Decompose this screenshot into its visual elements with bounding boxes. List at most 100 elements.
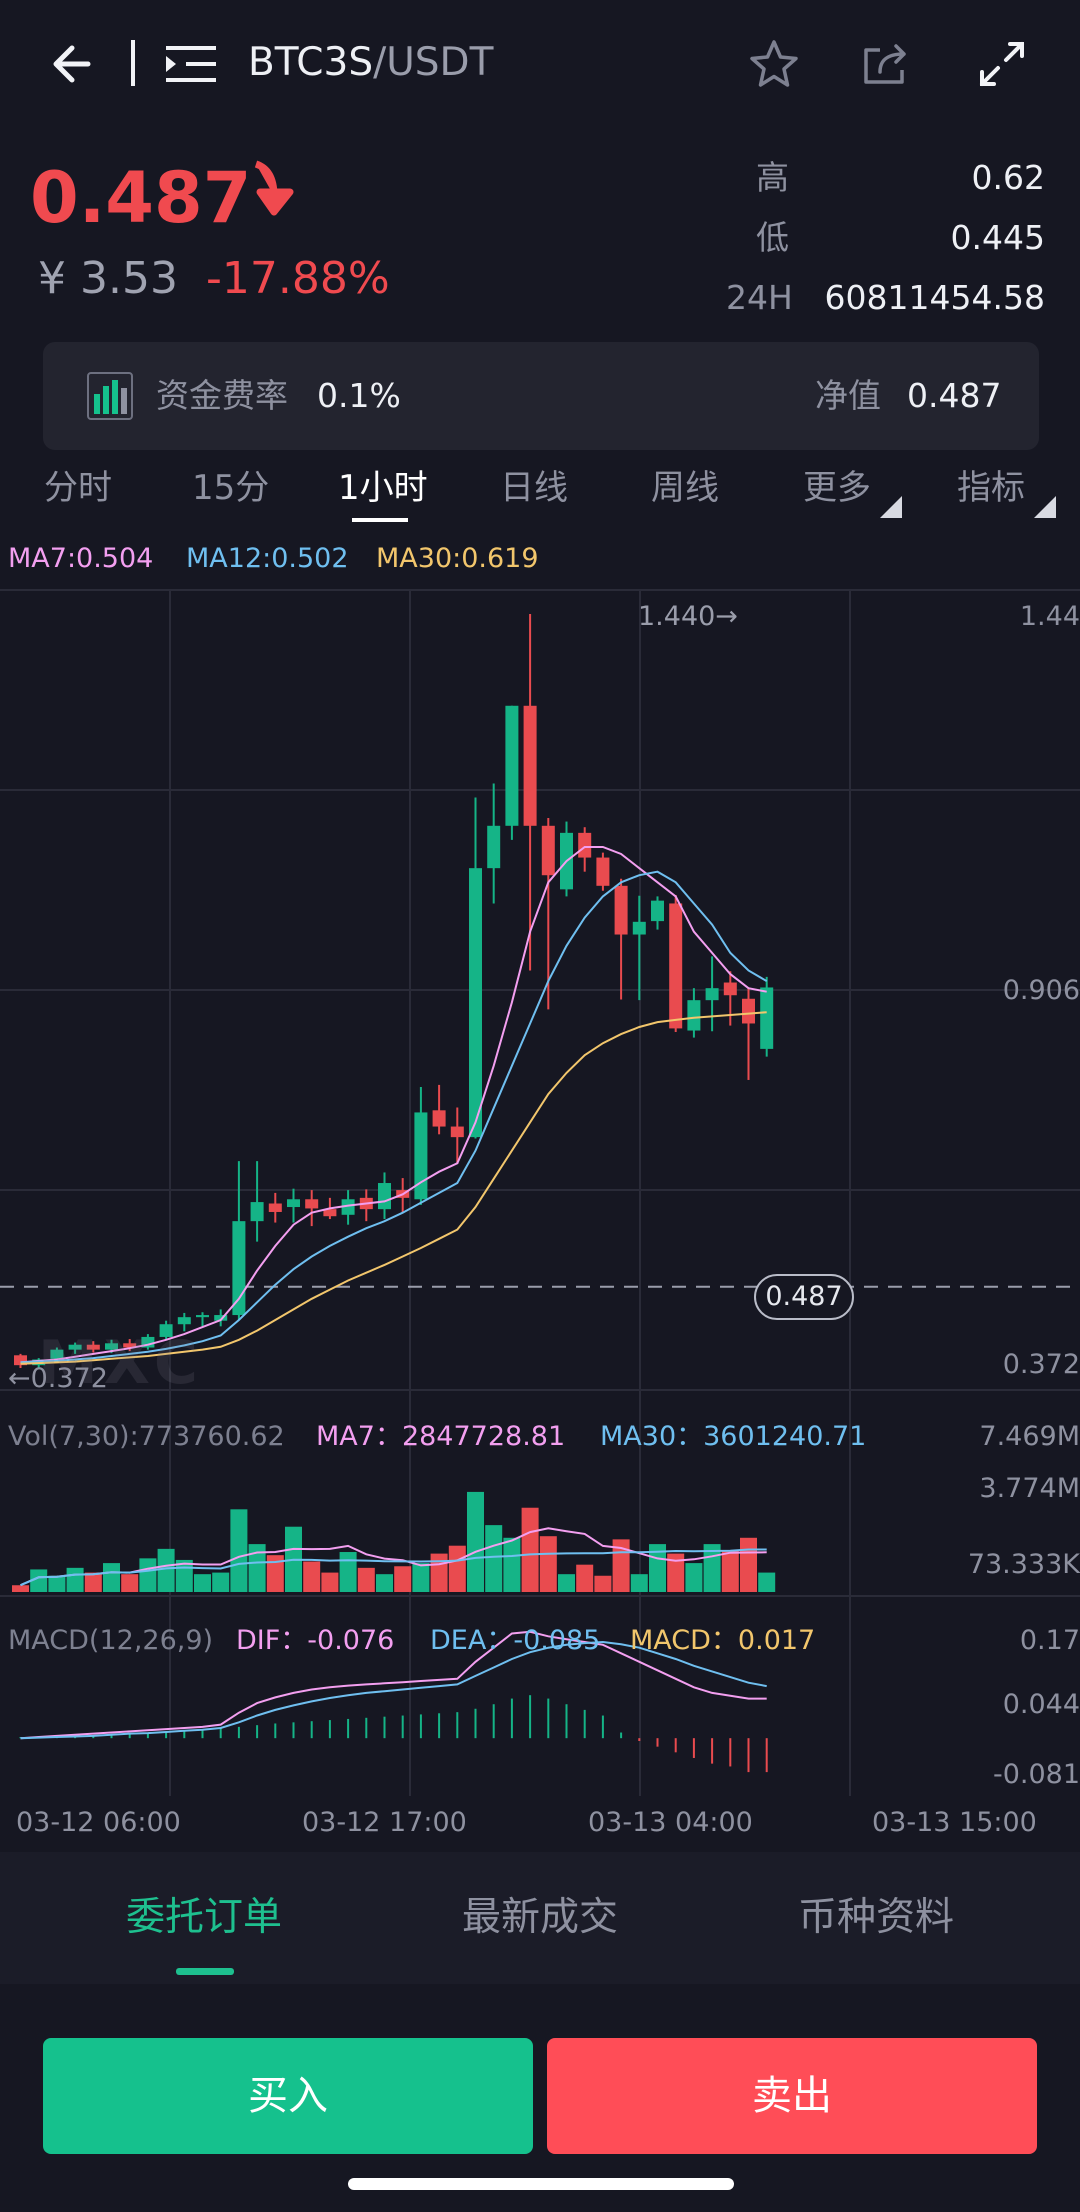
volume-bar xyxy=(230,1509,248,1592)
volume-bar xyxy=(503,1537,521,1592)
chart-canvas xyxy=(0,589,1080,1796)
volume-legend: Vol(7,30):773760.62 xyxy=(8,1421,285,1452)
candle-body xyxy=(177,1317,191,1325)
home-indicator xyxy=(348,2178,734,2190)
volume-bar xyxy=(667,1553,685,1592)
active-tab-underline xyxy=(352,518,408,522)
header-divider xyxy=(131,40,135,86)
candle-body xyxy=(596,857,610,886)
candle-body xyxy=(651,900,664,922)
volume-bar xyxy=(303,1561,321,1592)
volume-bar xyxy=(139,1558,157,1592)
menu-list-icon[interactable] xyxy=(156,28,228,100)
macd-axis-mid: 0.044 xyxy=(1002,1689,1080,1720)
macd-value-legend: MACD：0.017 xyxy=(630,1625,816,1656)
candle-body xyxy=(268,1203,282,1212)
volume-axis-top: 7.469M xyxy=(979,1421,1080,1452)
tab-indicators[interactable]: 指标 xyxy=(957,468,1025,508)
tab-daily[interactable]: 日线 xyxy=(500,468,568,508)
ma30-legend: MA30:0.619 xyxy=(376,543,539,574)
volume-bar xyxy=(430,1553,448,1592)
cny-price: ¥ 3.53 xyxy=(38,253,178,304)
volume-bar xyxy=(48,1575,66,1592)
high-value: 0.62 xyxy=(971,158,1045,197)
candle-body xyxy=(760,987,774,1049)
tab-1hour[interactable]: 1小时 xyxy=(338,468,428,508)
volume-bar xyxy=(248,1544,266,1592)
candle-body xyxy=(469,868,482,1138)
candle-body xyxy=(50,1349,64,1359)
low-value: 0.445 xyxy=(950,218,1045,257)
candle-body xyxy=(250,1202,264,1222)
pair-base: BTC3S xyxy=(248,40,374,85)
tab-coin-info[interactable]: 币种资料 xyxy=(798,1895,955,1940)
volume-bar xyxy=(30,1569,48,1592)
volume-bar xyxy=(103,1563,120,1592)
volume-bar xyxy=(84,1572,102,1592)
candle-body xyxy=(86,1344,100,1350)
ma30-line xyxy=(20,1011,767,1365)
volume-bar xyxy=(685,1563,703,1592)
ma7-line xyxy=(20,846,767,1364)
volume-bar xyxy=(576,1564,594,1592)
dif-legend: DIF：-0.076 xyxy=(236,1625,395,1656)
share-icon[interactable] xyxy=(850,28,922,100)
volume-bar xyxy=(357,1567,375,1592)
volume-bar xyxy=(485,1525,503,1592)
candle-body xyxy=(487,825,501,869)
candle-body xyxy=(305,1199,319,1209)
candle-body xyxy=(414,1112,428,1200)
candle-body xyxy=(378,1183,391,1210)
watermark-logo: MXC xyxy=(38,1328,204,1398)
volume-ma30-line xyxy=(20,1548,767,1587)
time-label: 03-12 17:00 xyxy=(302,1807,467,1838)
price-axis-low: 0.372 xyxy=(1002,1349,1080,1380)
candle-body xyxy=(68,1344,82,1350)
tab-latest-trades[interactable]: 最新成交 xyxy=(462,1895,619,1940)
current-price-tag: 0.487 xyxy=(754,1274,854,1320)
candle-body xyxy=(450,1126,464,1138)
sell-button[interactable]: 卖出 xyxy=(547,2038,1037,2154)
volume-bar xyxy=(448,1545,466,1592)
back-arrow-icon[interactable] xyxy=(40,28,112,100)
candle-body xyxy=(432,1110,446,1127)
tab-time-share[interactable]: 分时 xyxy=(44,468,112,508)
fullscreen-icon[interactable] xyxy=(966,28,1038,100)
volume-bar xyxy=(212,1572,230,1592)
buy-button[interactable]: 买入 xyxy=(43,2038,533,2154)
candle-body xyxy=(341,1199,355,1215)
volume-bar xyxy=(721,1550,739,1592)
trading-pair[interactable]: BTC3S/USDT xyxy=(248,38,493,88)
volume-axis-mid: 3.774M xyxy=(979,1473,1080,1504)
kline-chart[interactable]: MA7:0.504 MA12:0.502 MA30:0.619 1.440→ 1… xyxy=(0,530,1080,1848)
volume-bar xyxy=(321,1572,339,1592)
tab-15min[interactable]: 15分 xyxy=(192,468,270,508)
ma12-legend: MA12:0.502 xyxy=(186,543,349,574)
volume-bar xyxy=(558,1574,575,1592)
candle-body xyxy=(323,1209,337,1217)
candle-body xyxy=(632,921,646,935)
funding-rate-value: 0.1% xyxy=(317,376,401,415)
volume-bar xyxy=(194,1574,211,1592)
volume-axis-low: 73.333K xyxy=(967,1549,1080,1580)
volume-24h-value: 60811454.58 xyxy=(824,278,1045,317)
dropdown-corner-icon xyxy=(880,496,902,518)
top-bar: BTC3S/USDT xyxy=(0,0,1080,130)
time-label: 03-13 04:00 xyxy=(588,1807,753,1838)
price-axis-top: 1.44 xyxy=(1019,601,1080,632)
dea-line xyxy=(20,1640,767,1740)
candle-body xyxy=(742,998,755,1024)
volume-bar xyxy=(758,1572,776,1592)
low-marker: ←0.372 xyxy=(8,1363,108,1394)
time-label: 03-12 06:00 xyxy=(16,1807,181,1838)
pair-quote: /USDT xyxy=(373,40,494,85)
high-label: 高 xyxy=(756,158,789,197)
volume-bar xyxy=(649,1544,666,1592)
funding-panel[interactable]: 资金费率 0.1% 净值 0.487 xyxy=(43,342,1039,450)
tab-weekly[interactable]: 周线 xyxy=(651,468,719,508)
candle-body xyxy=(705,988,719,1001)
tab-more[interactable]: 更多 xyxy=(803,468,871,508)
candle-body xyxy=(669,903,683,1029)
star-icon[interactable] xyxy=(738,28,810,100)
tab-open-orders[interactable]: 委托订单 xyxy=(126,1895,283,1940)
